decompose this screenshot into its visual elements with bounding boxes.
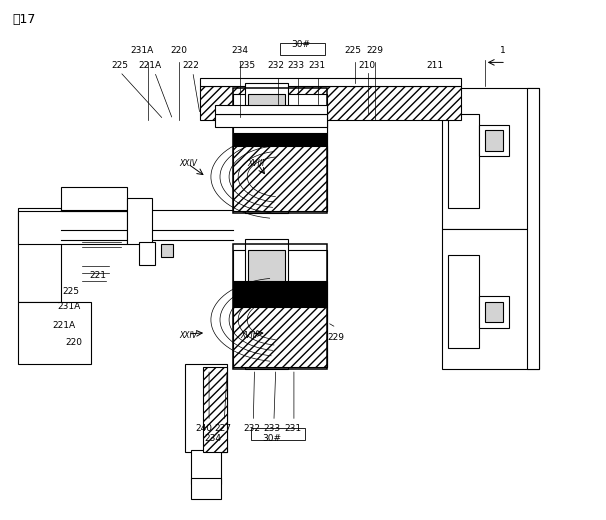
- Polygon shape: [203, 367, 227, 452]
- Bar: [61, 187, 127, 211]
- Text: 221: 221: [90, 271, 107, 280]
- Bar: [18, 211, 127, 244]
- Text: XXIV: XXIV: [179, 331, 197, 340]
- Bar: [245, 239, 288, 369]
- Text: 221A: 221A: [53, 320, 76, 330]
- Bar: [139, 242, 155, 265]
- Bar: [215, 114, 327, 127]
- Text: 220: 220: [65, 337, 82, 347]
- Text: 229: 229: [328, 333, 345, 342]
- Bar: [479, 125, 509, 156]
- Polygon shape: [233, 146, 327, 211]
- Bar: [448, 255, 479, 348]
- Bar: [233, 94, 327, 211]
- Text: XVIII: XVIII: [240, 331, 257, 340]
- Text: 227: 227: [215, 424, 231, 433]
- Bar: [191, 450, 221, 484]
- Text: 231: 231: [284, 424, 301, 433]
- Text: 232: 232: [267, 61, 284, 70]
- Bar: [442, 229, 539, 369]
- Bar: [233, 88, 327, 213]
- Bar: [280, 43, 325, 55]
- Bar: [185, 364, 227, 452]
- Text: 235: 235: [239, 61, 256, 70]
- Text: 232: 232: [243, 424, 260, 433]
- Text: XVIII: XVIII: [248, 159, 265, 168]
- Bar: [200, 78, 461, 86]
- Bar: [527, 88, 539, 369]
- Text: 1: 1: [500, 46, 506, 55]
- Bar: [233, 294, 327, 307]
- Bar: [233, 146, 327, 159]
- Text: 240: 240: [196, 424, 213, 433]
- Bar: [248, 94, 285, 208]
- Bar: [233, 250, 327, 367]
- Text: 229: 229: [366, 46, 383, 55]
- Polygon shape: [233, 307, 327, 367]
- Bar: [485, 130, 503, 151]
- Bar: [18, 302, 91, 364]
- Text: 図17: 図17: [12, 13, 36, 26]
- Bar: [233, 117, 327, 133]
- Text: 30#: 30#: [291, 41, 311, 49]
- Text: 233: 233: [264, 424, 281, 433]
- Text: 225: 225: [344, 46, 361, 55]
- Text: 234: 234: [231, 46, 248, 55]
- Text: 234: 234: [205, 434, 222, 443]
- Bar: [251, 428, 305, 440]
- Bar: [215, 105, 327, 114]
- Text: 225: 225: [112, 61, 128, 70]
- Bar: [233, 133, 327, 146]
- Bar: [127, 198, 152, 244]
- Text: 211: 211: [426, 61, 443, 70]
- Bar: [161, 244, 173, 257]
- Bar: [18, 208, 61, 302]
- Bar: [191, 478, 221, 499]
- Text: 222: 222: [182, 61, 199, 70]
- Text: 231A: 231A: [58, 302, 81, 311]
- Text: 30#: 30#: [262, 434, 282, 443]
- Text: 220: 220: [170, 46, 187, 55]
- Bar: [233, 244, 327, 369]
- Bar: [248, 250, 285, 364]
- Text: 231: 231: [308, 61, 325, 70]
- Text: 233: 233: [288, 61, 305, 70]
- Bar: [233, 281, 327, 294]
- Text: XXIV: XXIV: [179, 159, 197, 168]
- Bar: [442, 88, 539, 229]
- Text: 210: 210: [358, 61, 375, 70]
- Text: 225: 225: [62, 287, 79, 296]
- Bar: [485, 302, 503, 322]
- Bar: [200, 86, 461, 120]
- Text: 231A: 231A: [131, 46, 154, 55]
- Text: 221A: 221A: [139, 61, 162, 70]
- Bar: [245, 83, 288, 213]
- Bar: [479, 296, 509, 328]
- Bar: [448, 114, 479, 208]
